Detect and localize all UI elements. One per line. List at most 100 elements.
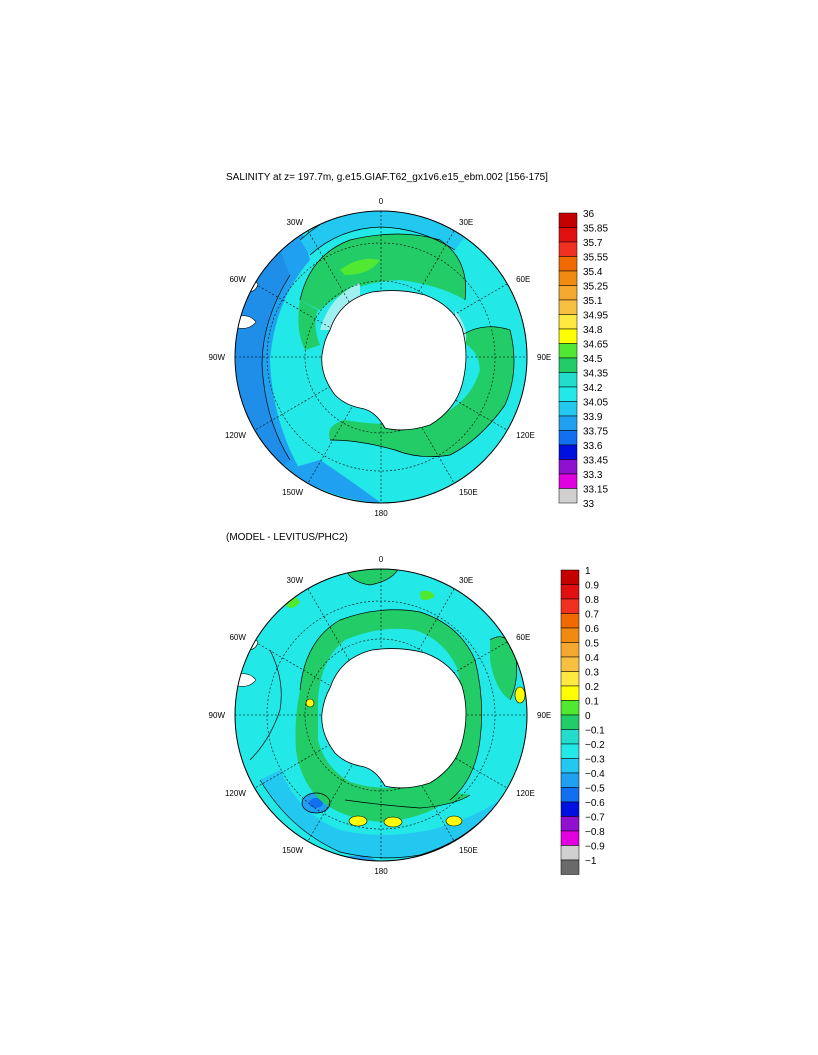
colorbar-swatch — [560, 642, 580, 658]
colorbar-label: 34.35 — [583, 369, 608, 380]
colorbar-swatch — [558, 314, 578, 330]
colorbar-label: 0.6 — [585, 624, 599, 635]
colorbar-label: 35.7 — [583, 238, 603, 249]
longitude-label: 0 — [379, 197, 384, 206]
colorbar-swatch — [558, 212, 578, 228]
colorbar-swatch — [560, 598, 580, 614]
colorbar-swatch — [560, 714, 580, 730]
colorbar-label: 0.2 — [585, 682, 599, 693]
colorbar-label: −0.3 — [585, 755, 605, 766]
colorbar-label: 34.2 — [583, 383, 603, 394]
colorbar-swatch — [558, 372, 578, 388]
colorbar-swatch — [558, 227, 578, 243]
colorbar-label: −0.5 — [585, 784, 605, 795]
colorbar-swatch — [560, 656, 580, 672]
colorbar-swatch — [560, 729, 580, 745]
colorbar-label: 33.45 — [583, 456, 608, 467]
longitude-label: 90E — [537, 711, 551, 720]
colorbar-label: −0.4 — [585, 769, 605, 780]
colorbar-swatch — [558, 473, 578, 489]
colorbar-swatch — [560, 671, 580, 687]
colorbar-label: 0.8 — [585, 595, 599, 606]
colorbar-swatch — [560, 700, 580, 716]
colorbar-swatch — [560, 845, 580, 861]
colorbar-label: 33.9 — [583, 412, 603, 423]
colorbar-swatch — [560, 743, 580, 759]
colorbar-swatch — [560, 627, 580, 643]
colorbar-swatch — [558, 459, 578, 475]
longitude-label: 120W — [225, 789, 246, 798]
colorbar-label: 1 — [585, 566, 591, 577]
longitude-label: 180 — [374, 509, 388, 518]
colorbar-label: 33.75 — [583, 427, 608, 438]
colorbar-label: 34.65 — [583, 340, 608, 351]
top-colorbar: 36 35.85 35.7 35.55 35.4 35.25 35.1 34.95 34.8 34… — [558, 209, 608, 510]
colorbar-swatch — [558, 343, 578, 359]
colorbar-label: 36 — [583, 209, 595, 220]
colorbar-swatch — [560, 859, 580, 875]
colorbar-swatch — [558, 415, 578, 431]
colorbar-label: 35.1 — [583, 296, 603, 307]
colorbar-swatch — [558, 328, 578, 344]
colorbar-label: −0.7 — [585, 813, 605, 824]
colorbar-label: 35.55 — [583, 253, 608, 264]
colorbar-swatch — [558, 488, 578, 504]
colorbar-label: 0.1 — [585, 697, 599, 708]
longitude-label: 150E — [459, 846, 478, 855]
top-map — [234, 210, 528, 504]
colorbar-swatch — [558, 401, 578, 417]
colorbar-swatch — [558, 299, 578, 315]
longitude-label: 60W — [229, 633, 246, 642]
longitude-label: 0 — [379, 555, 384, 564]
longitude-label: 120W — [225, 431, 246, 440]
longitude-label: 90W — [209, 353, 226, 362]
colorbar-label: 33.3 — [583, 470, 603, 481]
colorbar-label: 33.15 — [583, 485, 608, 496]
colorbar-swatch — [558, 430, 578, 446]
longitude-label: 30W — [287, 218, 304, 227]
longitude-label: 150W — [282, 488, 303, 497]
colorbar-swatch — [558, 386, 578, 402]
colorbar-swatch — [558, 270, 578, 286]
colorbar-label: 35.85 — [583, 224, 608, 235]
colorbar-swatch — [560, 685, 580, 701]
colorbar-label: 35.4 — [583, 267, 603, 278]
colorbar-swatch — [560, 787, 580, 803]
longitude-label: 150E — [459, 488, 478, 497]
colorbar-label: −0.1 — [585, 726, 605, 737]
longitude-label: 60W — [229, 275, 246, 284]
colorbar-label: 33 — [583, 499, 595, 510]
colorbar-label: 0.7 — [585, 610, 599, 621]
colorbar-swatch — [560, 613, 580, 629]
longitude-label: 90E — [537, 353, 551, 362]
top-panel-title: SALINITY at z= 197.7m, g.e15.GIAF.T62_gx… — [226, 172, 548, 183]
longitude-label: 120E — [516, 431, 535, 440]
colorbar-label: 34.8 — [583, 325, 603, 336]
colorbar-label: 0.3 — [585, 668, 599, 679]
colorbar-swatch — [558, 256, 578, 272]
colorbar-label: 0 — [585, 711, 591, 722]
colorbar-label: −1 — [585, 856, 597, 867]
bottom-panel-title: (MODEL - LEVITUS/PHC2) — [226, 532, 348, 543]
colorbar-label: 34.95 — [583, 311, 608, 322]
colorbar-swatch — [560, 801, 580, 817]
colorbar-swatch — [560, 584, 580, 600]
colorbar-swatch — [560, 569, 580, 585]
longitude-label: 60E — [516, 633, 530, 642]
longitude-label: 90W — [209, 711, 226, 720]
colorbar-label: −0.2 — [585, 740, 605, 751]
colorbar-label: 0.5 — [585, 639, 599, 650]
colorbar-swatch — [558, 357, 578, 373]
longitude-label: 120E — [516, 789, 535, 798]
colorbar-label: 0.9 — [585, 581, 599, 592]
colorbar-label: 35.25 — [583, 282, 608, 293]
colorbar-swatch — [560, 816, 580, 832]
colorbar-label: 34.05 — [583, 398, 608, 409]
bottom-colorbar: 1 0.9 0.8 0.7 0.6 0.5 0.4 0.3 0.2 0.1 0 −0.1 −0.2 −0.… — [560, 566, 605, 875]
colorbar-label: −0.6 — [585, 798, 605, 809]
colorbar-swatch — [558, 444, 578, 460]
colorbar-swatch — [558, 241, 578, 257]
colorbar-swatch — [558, 285, 578, 301]
longitude-label: 30E — [459, 218, 473, 227]
